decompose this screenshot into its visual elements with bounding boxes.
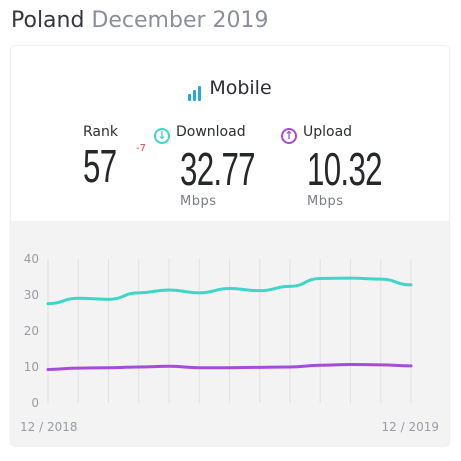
signal-bars-icon <box>188 77 203 101</box>
rank-stat: Rank 57 <box>83 123 132 191</box>
x-tick-label: 12 / 2019 <box>382 420 439 434</box>
rank-value: 57 <box>83 140 117 192</box>
stats-panel: Mobile Rank 57 -7 ↓ Download 32.77 Mbps ↑… <box>11 46 449 221</box>
upload-unit: Mbps <box>307 194 344 209</box>
period-label: December 2019 <box>91 8 269 33</box>
upload-stat: ↑ Upload 10.32 Mbps <box>281 123 417 210</box>
y-tick-label: 40 <box>24 252 39 266</box>
upload-label: Upload <box>303 124 353 140</box>
download-stat: ↓ Download 32.77 Mbps <box>154 123 290 210</box>
upload-value: 10.32 <box>307 143 383 195</box>
country-name: Poland <box>11 8 85 33</box>
y-tick-label: 30 <box>24 288 39 302</box>
y-tick-label: 10 <box>24 360 39 374</box>
download-arrow-icon: ↓ <box>154 128 170 144</box>
download-unit: Mbps <box>180 194 217 209</box>
rank-label: Rank <box>83 124 118 140</box>
x-tick-label: 12 / 2018 <box>20 420 77 434</box>
y-tick-label: 20 <box>24 324 39 338</box>
card-title: Mobile <box>11 76 449 101</box>
card-title-label: Mobile <box>209 77 272 99</box>
upload-arrow-icon: ↑ <box>281 128 297 144</box>
page-title: Poland December 2019 <box>11 6 269 36</box>
upload-series-line <box>46 362 413 372</box>
download-value: 32.77 <box>180 143 256 195</box>
download-label: Download <box>176 124 246 140</box>
rank-change: -7 <box>136 143 146 154</box>
download-series-line <box>46 276 413 306</box>
y-tick-label: 0 <box>31 396 39 410</box>
